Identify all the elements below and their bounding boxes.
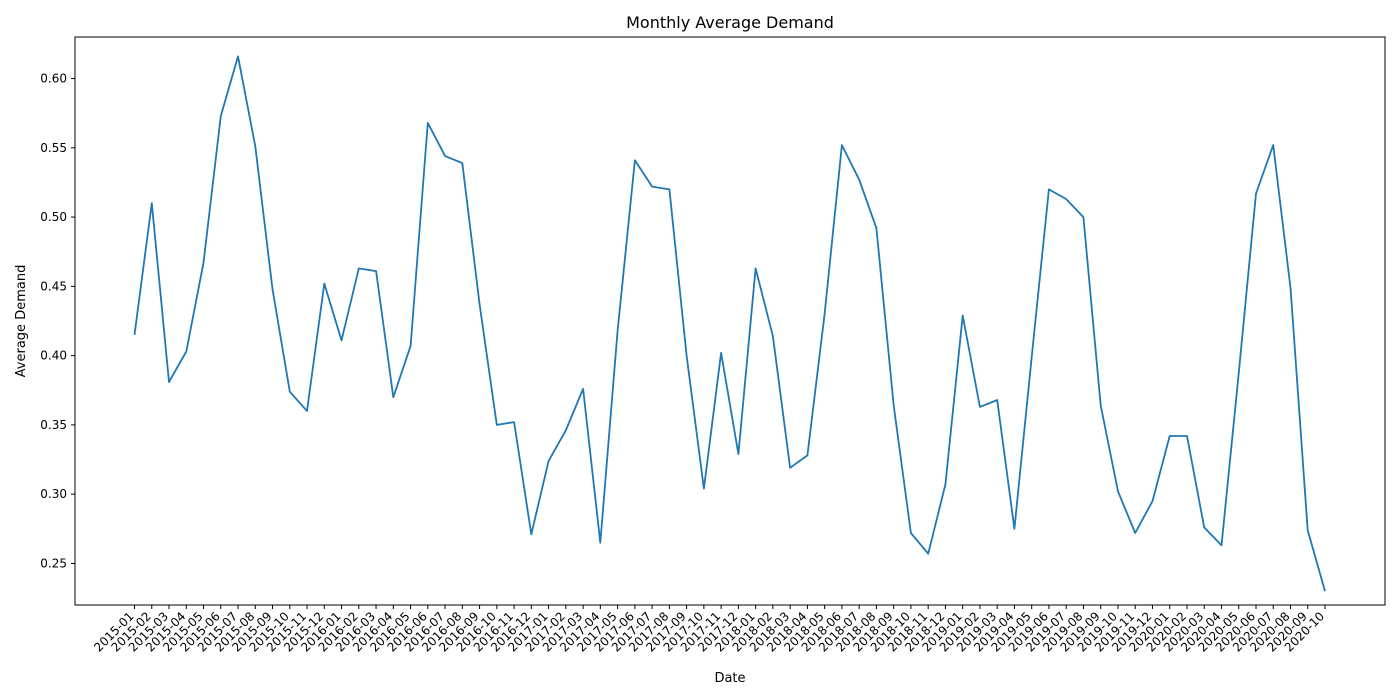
y-axis: 0.25 0.30 0.35 0.40 0.45 0.50 0.55 0.60 (40, 72, 75, 570)
y-tick-label: 0.60 (40, 72, 67, 86)
y-tick-label: 0.55 (40, 141, 67, 155)
y-tick-label: 0.50 (40, 210, 67, 224)
y-axis-label: Average Demand (14, 265, 29, 378)
axes-frame (74, 36, 1386, 606)
x-axis-label: Date (714, 671, 745, 686)
y-tick-label: 0.40 (40, 349, 67, 363)
y-tick-label: 0.25 (40, 556, 67, 570)
plot-area (133, 55, 1326, 592)
x-axis: 2015-012015-022015-032015-042015-052015-… (91, 605, 1327, 655)
y-tick-label: 0.30 (40, 487, 67, 501)
series-line (133, 55, 1326, 592)
y-tick-label: 0.45 (40, 279, 67, 293)
chart-title: Monthly Average Demand (626, 13, 834, 32)
y-tick-label: 0.35 (40, 418, 67, 432)
